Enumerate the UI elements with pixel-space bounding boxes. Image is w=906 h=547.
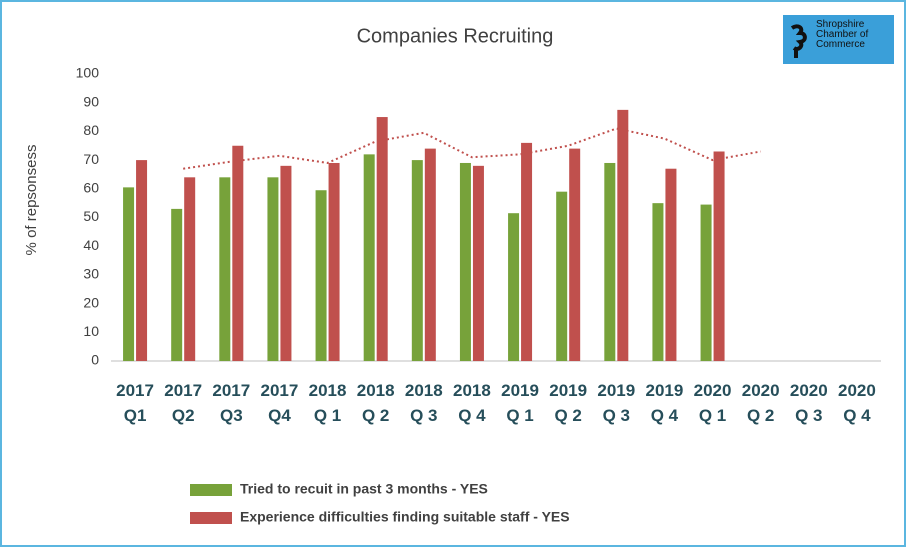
bar: [700, 204, 712, 361]
y-tick-label: 20: [83, 294, 99, 310]
y-tick-label: 100: [76, 65, 100, 81]
y-tick-label: 0: [91, 352, 99, 368]
bar: [556, 191, 568, 361]
bar: [376, 117, 388, 361]
x-tick-label: 2019 Q 4: [645, 381, 684, 425]
legend-swatch: [190, 484, 232, 496]
logo: [783, 15, 894, 64]
y-tick-label: 70: [83, 151, 99, 167]
bar: [424, 148, 436, 361]
y-axis-label: % of repsonsess: [23, 145, 40, 256]
bar: [713, 151, 725, 361]
logo-text: Shropshire Chamber of Commerce: [816, 19, 869, 50]
x-tick-label: 2017 Q2: [164, 381, 203, 425]
x-tick-label: 2017 Q4: [260, 381, 299, 425]
x-tick-label: 2019 Q 1: [501, 381, 539, 425]
x-tick-label: 2020 Q 4: [838, 381, 876, 425]
bar: [459, 162, 471, 361]
y-tick-label: 90: [83, 93, 99, 109]
x-tick-label: 2018 Q 2: [356, 381, 395, 425]
x-tick-label: 2017 Q3: [212, 381, 251, 425]
legend-label: Tried to recuit in past 3 months - YES: [240, 481, 488, 497]
x-tick-label: 2020 Q 3: [789, 381, 828, 425]
y-tick-label: 30: [83, 266, 99, 282]
chart-title: Companies Recruiting: [357, 25, 554, 47]
x-tick-label: 2018 Q 1: [308, 381, 347, 425]
bar: [328, 162, 340, 361]
bar: [411, 160, 423, 361]
x-tick-label: 2019 Q 2: [549, 381, 588, 425]
bar: [508, 213, 520, 361]
bar: [363, 154, 375, 361]
y-tick-label: 60: [83, 180, 99, 196]
x-tick-label: 2019 Q 3: [597, 381, 636, 425]
bar: [315, 190, 327, 361]
bar: [219, 177, 231, 361]
bar: [521, 142, 533, 361]
bar: [123, 187, 135, 361]
logo-icon: [790, 24, 807, 58]
x-tick-label: 2020 Q 2: [741, 381, 780, 425]
bar: [267, 177, 279, 361]
bar: [604, 162, 616, 361]
bar: [184, 177, 196, 361]
y-tick-label: 80: [83, 122, 99, 138]
bar: [665, 168, 677, 361]
x-tick-label: 2018 Q 4: [453, 381, 491, 425]
bar: [280, 165, 292, 361]
bar: [617, 109, 629, 361]
y-tick-label: 50: [83, 208, 99, 224]
legend-label: Experience difficulties finding suitable…: [240, 509, 570, 525]
trend-line: [183, 127, 761, 170]
bar: [171, 208, 183, 361]
y-tick-label: 10: [83, 323, 99, 339]
bar: [472, 165, 484, 361]
bar: [652, 203, 664, 361]
bar: [569, 148, 581, 361]
bar: [232, 145, 244, 361]
y-tick-label: 40: [83, 237, 99, 253]
x-tick-label: 2017 Q1: [116, 381, 154, 425]
bar: [136, 160, 148, 361]
x-tick-label: 2020 Q 1: [693, 381, 732, 425]
legend-swatch: [190, 512, 232, 524]
x-tick-label: 2018 Q 3: [404, 381, 443, 425]
